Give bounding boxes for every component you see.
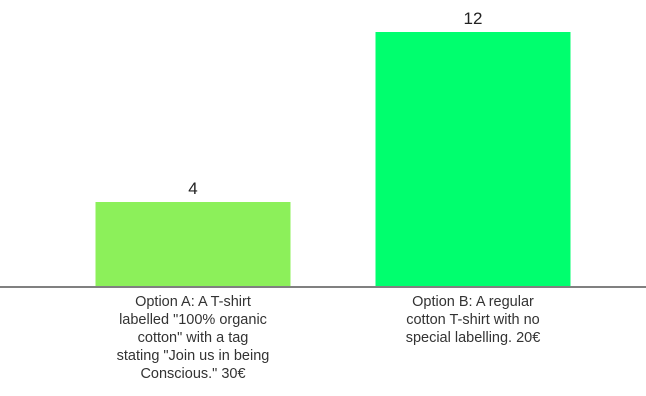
data-label-option-b: 12 xyxy=(464,9,483,28)
bars-group xyxy=(95,32,571,287)
bar-option-b xyxy=(375,32,571,287)
category-label-option-b: Option B: A regular cotton T-shirt with … xyxy=(405,294,541,346)
value-labels-group: 4 12 xyxy=(188,9,482,198)
bar-option-a xyxy=(95,202,291,287)
data-label-option-a: 4 xyxy=(188,179,197,198)
category-label-option-a: Option A: A T-shirt labelled "100% organ… xyxy=(116,294,270,382)
